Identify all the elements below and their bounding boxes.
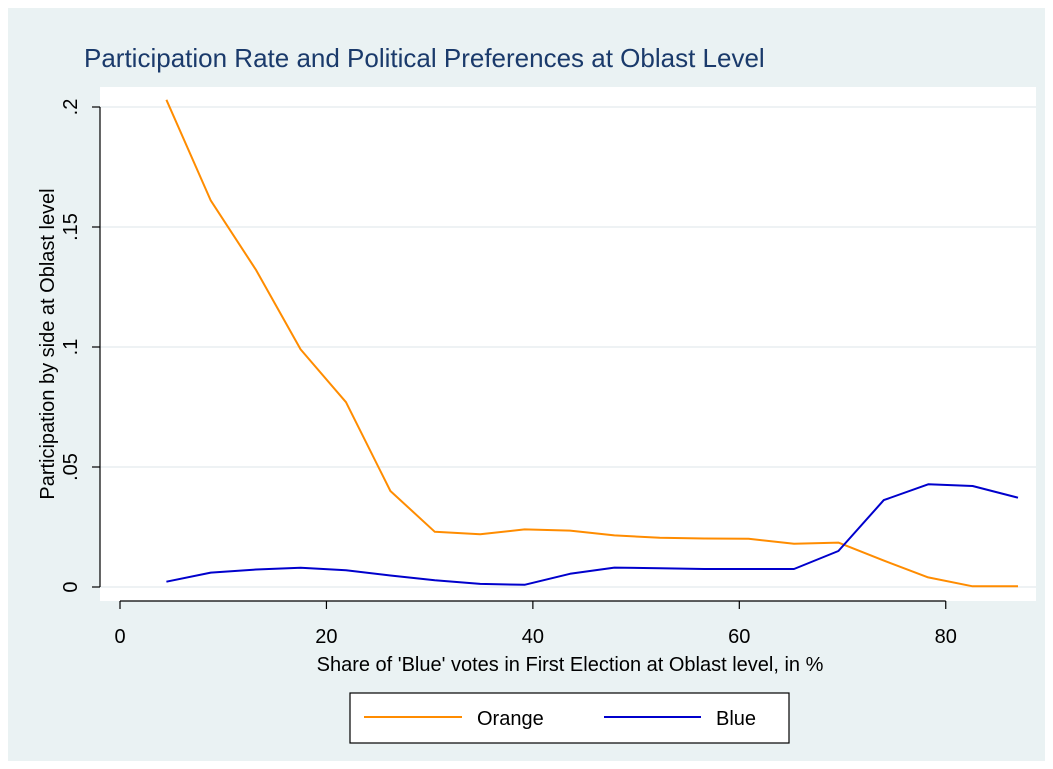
legend-label-orange: Orange — [477, 708, 544, 730]
plot-area — [100, 87, 1036, 601]
y-tick-label-1: .05 — [60, 453, 82, 481]
series-line-orange — [165, 99, 1018, 588]
series-lines — [165, 99, 1019, 588]
legend-label-blue: Blue — [716, 708, 756, 730]
x-axis-title: Share of 'Blue' votes in First Election … — [317, 654, 824, 676]
y-tick-label-2: .1 — [60, 339, 82, 356]
x-tick-label-4: 80 — [935, 626, 957, 648]
y-axis-title: Participation by side at Oblast level — [37, 188, 59, 499]
x-tick-label-2: 40 — [522, 626, 544, 648]
y-tick-label-4: .2 — [60, 99, 82, 116]
x-tick-label-1: 20 — [315, 626, 337, 648]
x-tick-label-0: 0 — [114, 626, 125, 648]
grid-lines — [100, 106, 1036, 588]
series-line-blue — [166, 483, 1019, 586]
chart-title: Participation Rate and Political Prefere… — [84, 43, 765, 73]
axes: 0 .05 .1 .15 .2 0 20 40 60 80 — [60, 99, 957, 648]
y-tick-label-0: 0 — [60, 581, 82, 592]
legend: Orange Blue — [349, 692, 790, 744]
y-tick-label-3: .15 — [60, 213, 82, 241]
x-tick-label-3: 60 — [728, 626, 750, 648]
